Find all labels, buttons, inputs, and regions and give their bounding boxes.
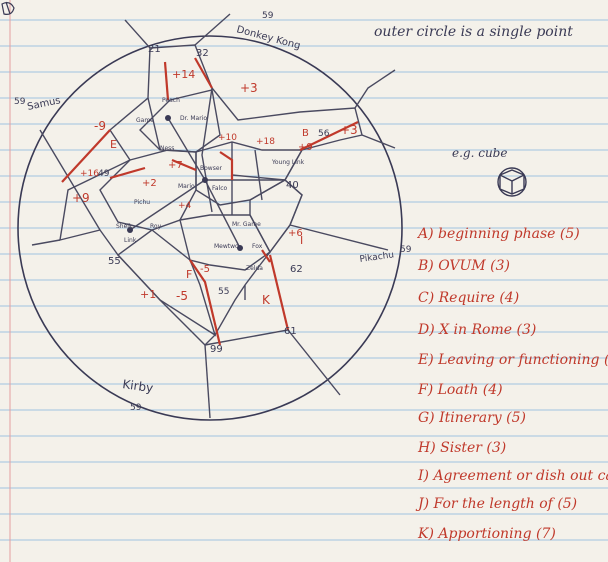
clue-c: C) Require (4) bbox=[418, 290, 520, 306]
red-edges bbox=[61, 57, 359, 346]
label-game: Game bbox=[136, 117, 154, 124]
mark-plus7: +7 bbox=[168, 160, 183, 171]
corner-doodle bbox=[1, 1, 15, 15]
label-peach: Peach bbox=[162, 97, 180, 104]
label-fox: Fox bbox=[252, 243, 263, 250]
num-62: 62 bbox=[290, 264, 303, 275]
label-link: Link bbox=[124, 237, 137, 244]
label-samus-num: 59 bbox=[14, 97, 26, 107]
mark-i: I bbox=[300, 234, 303, 247]
label-kirby: Kirby bbox=[122, 377, 155, 395]
mark-plus3-right: +3 bbox=[340, 123, 358, 137]
outer-circle bbox=[17, 35, 403, 421]
num-32: 32 bbox=[196, 48, 209, 59]
label-falco: Falco bbox=[212, 185, 228, 192]
mark-plus1: +1 bbox=[140, 288, 156, 301]
clue-e: E) Leaving or functioning (5) bbox=[418, 352, 608, 368]
clue-d: D) X in Rome (3) bbox=[418, 322, 537, 338]
num-49: 49 bbox=[98, 169, 110, 179]
clue-j: J) For the length of (5) bbox=[418, 496, 578, 512]
mark-minus5-b: -5 bbox=[200, 264, 210, 275]
label-zelda: Zelda bbox=[246, 265, 263, 272]
num-55-left: 55 bbox=[108, 256, 121, 267]
ruled-lines bbox=[0, 19, 608, 541]
label-ness: Ness bbox=[160, 145, 174, 152]
label-kirby-num: 59 bbox=[130, 403, 142, 413]
mark-plus18: +18 bbox=[256, 137, 275, 147]
num-40: 40 bbox=[286, 180, 299, 191]
mark-plus2: +2 bbox=[142, 178, 157, 189]
mark-e: E bbox=[110, 138, 117, 151]
mark-plus14: +14 bbox=[172, 68, 195, 81]
mark-k: K bbox=[262, 293, 271, 307]
num-21: 21 bbox=[148, 44, 161, 55]
label-mewtwo: Mewtwo bbox=[214, 243, 239, 250]
clue-f: F) Loath (4) bbox=[418, 382, 503, 398]
label-pikachu-num: 59 bbox=[400, 245, 412, 255]
label-pichu: Pichu bbox=[134, 199, 150, 206]
num-99: 99 bbox=[210, 344, 223, 355]
num-55-bottom: 55 bbox=[218, 287, 229, 297]
clue-a: A) beginning phase (5) bbox=[418, 226, 580, 242]
mark-b: B bbox=[302, 128, 309, 139]
clue-b: B) OVUM (3) bbox=[418, 258, 510, 274]
mark-f: F bbox=[186, 268, 192, 281]
mark-minus9: -9 bbox=[94, 119, 106, 133]
mark-plus16: +16 bbox=[80, 169, 99, 179]
mark-plus9-right: +9 bbox=[298, 142, 313, 153]
label-dk-num: 59 bbox=[262, 11, 274, 21]
clue-g: G) Itinerary (5) bbox=[418, 410, 526, 426]
label-bowser: Bowser bbox=[200, 165, 223, 172]
num-61: 61 bbox=[284, 326, 297, 337]
label-roy: Roy bbox=[150, 223, 162, 230]
num-56: 56 bbox=[318, 129, 330, 139]
clue-h: H) Sister (3) bbox=[418, 440, 507, 456]
graph-vertices bbox=[127, 115, 243, 251]
mark-plus10: +10 bbox=[218, 133, 237, 143]
graph-edges bbox=[31, 13, 396, 419]
label-young-link: Young Link bbox=[271, 159, 305, 166]
label-donkey-kong: Donkey Kong bbox=[235, 24, 301, 52]
mark-plus4: +4 bbox=[178, 201, 192, 211]
mark-plus3-top: +3 bbox=[240, 81, 258, 95]
label-dr-mario: Dr. Mario bbox=[180, 115, 207, 122]
mark-plus6: +6 bbox=[288, 228, 303, 239]
mark-minus5-a: -5 bbox=[176, 289, 188, 303]
label-mario: Mario bbox=[178, 183, 195, 190]
example-label: e.g. cube bbox=[452, 146, 508, 160]
clue-k: K) Apportioning (7) bbox=[418, 526, 556, 542]
note-title: outer circle is a single point bbox=[374, 24, 573, 40]
mark-plus9-left: +9 bbox=[72, 191, 90, 205]
label-sheik: Sheik bbox=[116, 223, 133, 230]
label-pikachu: Pikachu bbox=[359, 250, 395, 265]
label-mr-game: Mr. Game bbox=[232, 221, 261, 228]
cube-sketch bbox=[497, 167, 527, 197]
clue-i: I) Agreement or dish out cards (4) bbox=[418, 468, 608, 484]
